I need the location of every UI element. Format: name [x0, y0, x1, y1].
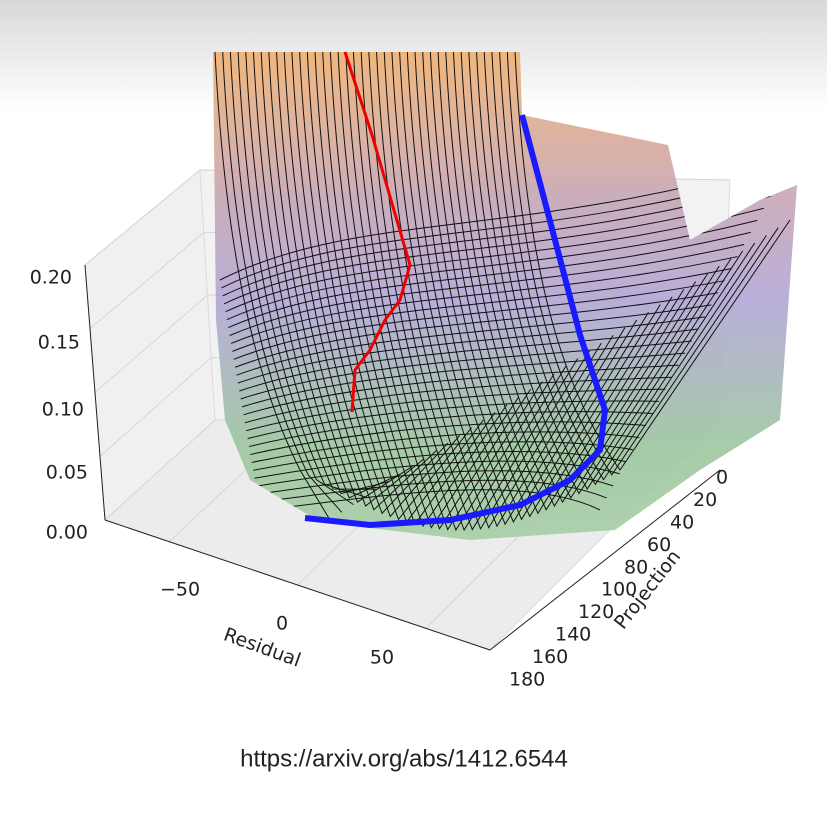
mesh-line: [239, 328, 699, 392]
y-tick-label: 180: [509, 669, 545, 691]
mesh-line: [337, 52, 520, 529]
mesh-line: [276, 52, 425, 507]
x-tick-label: 50: [370, 647, 394, 669]
source-url: https://arxiv.org/abs/1412.6544: [240, 745, 568, 772]
mesh-line: [222, 52, 343, 513]
mesh-line: [383, 52, 590, 530]
pane-grid-line: [104, 419, 216, 521]
mesh-line: [230, 256, 738, 344]
mesh-line: [306, 52, 472, 521]
mesh-line: [223, 195, 771, 305]
y-tick-label: 60: [647, 534, 671, 556]
mesh-line: [233, 280, 725, 360]
blue-trajectory: [304, 114, 609, 529]
pane-grid-line: [94, 294, 208, 393]
mesh-line: [237, 52, 366, 498]
mesh-line: [245, 52, 378, 490]
mesh-line: [360, 52, 555, 532]
mesh-line: [491, 52, 756, 486]
y-tick-label: 80: [624, 556, 648, 578]
x-tick-label: 0: [276, 613, 288, 635]
mesh-line: [460, 52, 708, 504]
pane-grid-line: [84, 169, 201, 266]
mesh-line: [250, 421, 646, 455]
y-tick-label: 160: [532, 646, 568, 668]
mesh-line: [452, 52, 697, 508]
mesh-line: [437, 52, 673, 515]
y-tick-label: 0: [716, 467, 728, 489]
mesh-line: [221, 171, 784, 289]
x-axis-line: [104, 519, 491, 651]
mesh-line: [240, 340, 692, 400]
pane-grid-line: [99, 357, 212, 457]
mesh-line: [226, 219, 758, 321]
mesh-line: [225, 207, 764, 313]
mesh-line: [258, 479, 607, 503]
x-axis-label: Residual: [221, 623, 304, 671]
mesh-line: [345, 52, 531, 530]
y-tick-label: 20: [693, 489, 717, 511]
mesh-line: [253, 441, 633, 471]
y-tick-label: 100: [601, 579, 637, 601]
mesh-line: [499, 52, 767, 481]
mesh-line: [248, 411, 653, 448]
y-tick-label: 140: [555, 624, 591, 646]
mesh-line: [237, 316, 705, 384]
mesh-line: [251, 431, 640, 463]
mesh-line: [476, 52, 732, 495]
mesh-line: [414, 52, 638, 524]
mesh-line: [506, 52, 779, 476]
z-tick-label: 0.05: [46, 462, 88, 484]
mesh-line: [259, 489, 601, 511]
mesh-line: [429, 52, 661, 518]
mesh-line: [228, 231, 751, 329]
mesh-line: [299, 52, 461, 518]
y-axis-line: [489, 469, 721, 651]
mesh-line: [222, 183, 778, 297]
mesh-line: [422, 52, 649, 521]
y-tick-label: 120: [578, 601, 614, 623]
z-tick-label: 0.10: [42, 399, 84, 421]
pane-grid-line: [89, 232, 205, 330]
mesh-line: [376, 52, 579, 531]
mesh-line: [314, 52, 484, 523]
mesh-line: [243, 364, 679, 416]
z-tick-label: 0.00: [46, 522, 88, 544]
y-tick-label: 40: [670, 511, 694, 533]
mesh-line: [252, 52, 390, 495]
surface: [213, 52, 797, 540]
red-trajectory: [343, 51, 412, 413]
mesh-line: [291, 52, 449, 515]
mesh-line: [483, 52, 744, 490]
z-axis-line: [84, 264, 106, 521]
mesh-line: [246, 388, 666, 432]
x-tick-label: −50: [160, 579, 200, 601]
mesh-line: [241, 352, 686, 408]
z-tick-label: 0.20: [30, 267, 72, 289]
mesh-line: [232, 268, 732, 352]
mesh-line: [229, 52, 354, 506]
mesh-line: [234, 292, 719, 368]
mesh-line: [236, 304, 712, 376]
mesh-line: [254, 451, 627, 479]
mesh-line: [244, 376, 673, 424]
mesh-line: [368, 52, 567, 532]
mesh-line: [268, 52, 413, 503]
mesh-line: [255, 460, 620, 487]
z-tick-label: 0.15: [38, 332, 80, 354]
mesh-line: [322, 52, 496, 526]
mesh-line: [229, 243, 745, 336]
